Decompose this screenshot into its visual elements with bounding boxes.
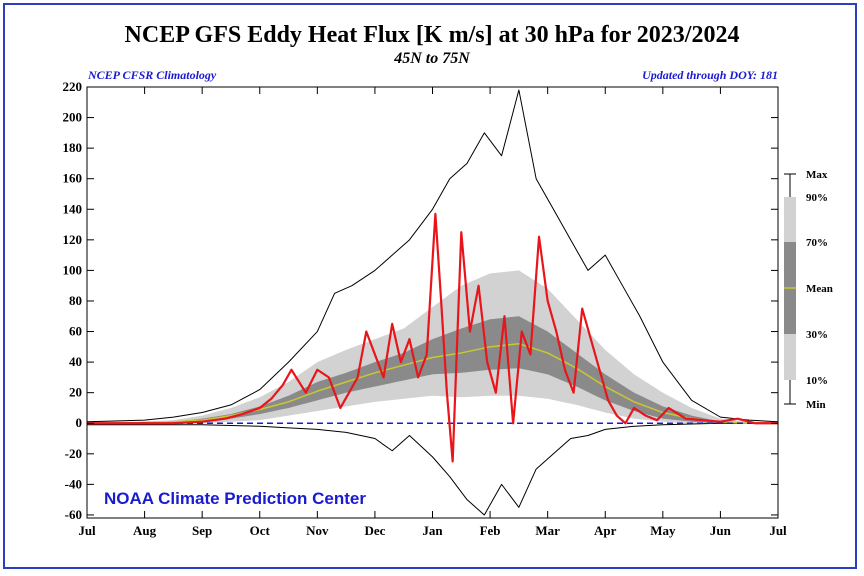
max-line bbox=[86, 89, 779, 423]
y-tick-label: 220 bbox=[63, 79, 83, 94]
x-tick-label: Apr bbox=[594, 523, 617, 538]
y-tick-label: 60 bbox=[69, 324, 82, 339]
chart-title: NCEP GFS Eddy Heat Flux [K m/s] at 30 hP… bbox=[124, 22, 740, 48]
legend-label: Mean bbox=[806, 283, 833, 295]
y-tick-label: 160 bbox=[63, 171, 83, 186]
chart-subtitle: 45N to 75N bbox=[394, 50, 470, 67]
x-tick-label: Jul bbox=[78, 523, 96, 538]
band-30-70 bbox=[87, 316, 778, 424]
y-tick-label: 200 bbox=[63, 110, 83, 125]
y-tick-label: -20 bbox=[65, 446, 82, 461]
legend-label: Max bbox=[806, 169, 828, 181]
climatology-note: NCEP CFSR Climatology bbox=[88, 68, 217, 82]
x-tick-label: Jun bbox=[710, 523, 732, 538]
legend-label: 70% bbox=[806, 237, 828, 249]
legend-label: 30% bbox=[806, 329, 828, 341]
y-tick-label: 100 bbox=[63, 262, 83, 277]
legend-label: 10% bbox=[806, 375, 828, 387]
y-tick-label: 20 bbox=[69, 385, 82, 400]
x-tick-label: Oct bbox=[250, 523, 271, 538]
legend: Max 90% 70% Mean 30% 10% Min bbox=[784, 169, 833, 411]
legend-label: Min bbox=[806, 399, 826, 411]
y-tick-label: 140 bbox=[63, 201, 83, 216]
x-tick-label: Mar bbox=[535, 523, 560, 538]
min-line bbox=[87, 422, 778, 516]
x-tick-label: Feb bbox=[480, 523, 501, 538]
credit-label: NOAA Climate Prediction Center bbox=[104, 489, 366, 508]
current-season-line bbox=[87, 212, 778, 463]
y-tick-label: -40 bbox=[65, 476, 82, 491]
plot-border bbox=[86, 86, 779, 519]
x-tick-label: Aug bbox=[133, 523, 157, 538]
x-tick-label: Sep bbox=[192, 523, 212, 538]
chart-frame bbox=[3, 3, 857, 569]
x-tick-label: Jul bbox=[769, 523, 787, 538]
updated-note: Updated through DOY: 181 bbox=[642, 68, 778, 82]
x-tick-label: Jan bbox=[422, 523, 443, 538]
y-tick-label: 40 bbox=[69, 354, 82, 369]
legend-label: 90% bbox=[806, 192, 828, 204]
y-tick-label: 120 bbox=[63, 232, 83, 247]
mean-line bbox=[87, 343, 778, 424]
y-tick-label: 180 bbox=[63, 140, 83, 155]
y-tick-label: -60 bbox=[65, 507, 82, 522]
y-tick-label: 80 bbox=[69, 293, 82, 308]
x-tick-label: May bbox=[650, 523, 676, 538]
x-tick-label: Dec bbox=[364, 523, 385, 538]
y-tick-label: 0 bbox=[76, 415, 83, 430]
x-tick-label: Nov bbox=[306, 523, 329, 538]
